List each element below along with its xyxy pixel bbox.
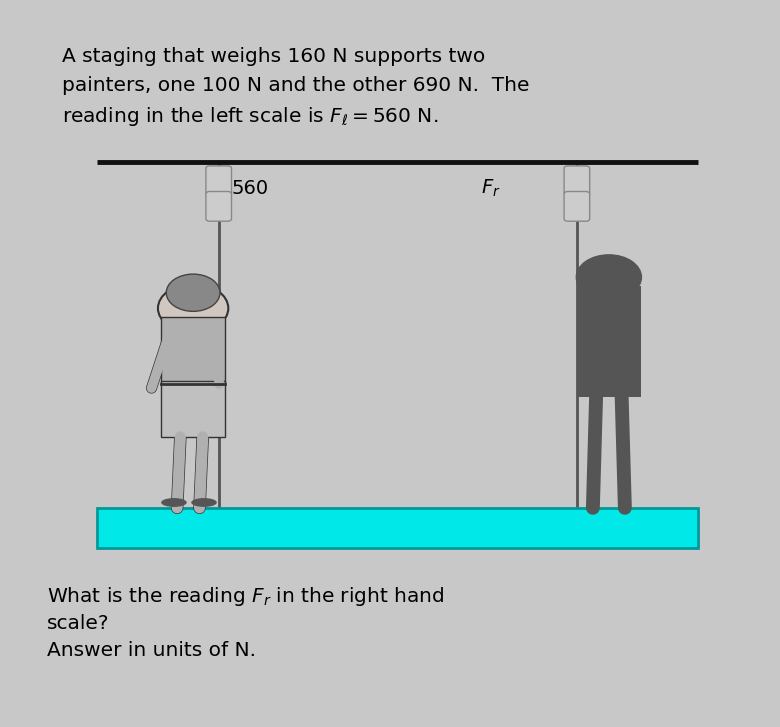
- Text: $F_r$: $F_r$: [481, 177, 501, 198]
- Text: painters, one 100 N and the other 690 N.  The: painters, one 100 N and the other 690 N.…: [62, 76, 530, 95]
- Circle shape: [576, 254, 642, 300]
- Text: reading in the left scale is $F_\ell = 560$ N.: reading in the left scale is $F_\ell = 5…: [62, 105, 438, 129]
- Text: 560: 560: [232, 179, 268, 198]
- Bar: [161, 317, 225, 384]
- Ellipse shape: [161, 498, 186, 507]
- Text: A staging that weighs 160 N supports two: A staging that weighs 160 N supports two: [62, 47, 486, 66]
- Bar: [577, 286, 641, 397]
- FancyBboxPatch shape: [564, 191, 590, 221]
- Text: Answer in units of N.: Answer in units of N.: [47, 641, 256, 660]
- Circle shape: [158, 284, 229, 333]
- Bar: [161, 382, 225, 437]
- Circle shape: [166, 274, 220, 311]
- Text: What is the reading $F_r$ in the right hand: What is the reading $F_r$ in the right h…: [47, 585, 444, 608]
- Ellipse shape: [191, 498, 217, 507]
- Bar: [98, 507, 698, 547]
- FancyBboxPatch shape: [206, 166, 232, 196]
- Text: scale?: scale?: [47, 614, 109, 633]
- FancyBboxPatch shape: [206, 191, 232, 221]
- FancyBboxPatch shape: [564, 166, 590, 196]
